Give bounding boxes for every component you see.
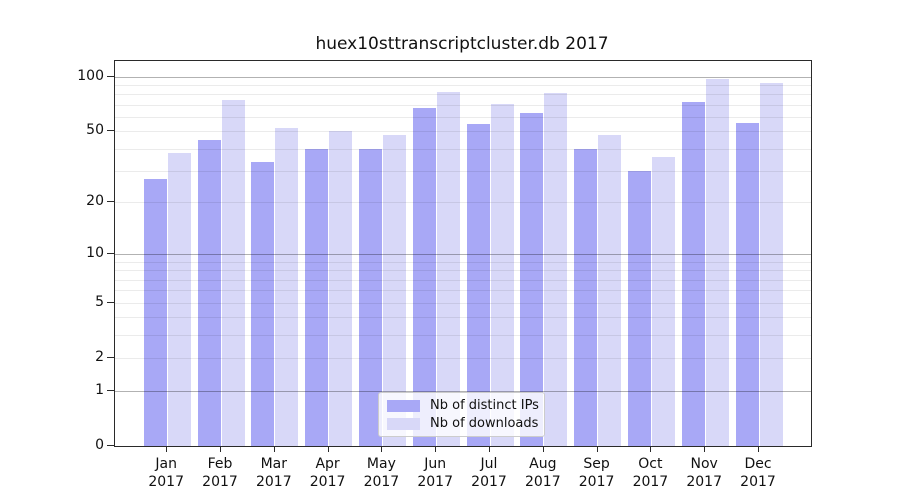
- gridline-major-100: [115, 76, 811, 78]
- bar-downloads-dec: [759, 82, 783, 446]
- legend: Nb of distinct IPs Nb of downloads: [378, 392, 545, 437]
- x-tick-mark-nov: [704, 446, 706, 452]
- y-tick-label-0: 0: [95, 437, 104, 453]
- x-tick-mark-mar: [273, 446, 275, 452]
- x-tick-mark-sep: [596, 446, 598, 452]
- x-tick-label-jan: Jan 2017: [148, 456, 184, 490]
- y-tick-mark-2: [107, 357, 114, 359]
- legend-swatch-downloads: [387, 417, 420, 430]
- y-tick-mark-20: [107, 201, 114, 203]
- x-tick-mark-jul: [489, 446, 490, 452]
- y-tick-mark-0: [107, 445, 114, 446]
- y-tick-label-50: 50: [86, 122, 104, 139]
- plot-area: [114, 60, 812, 447]
- y-tick-mark-50: [107, 130, 114, 132]
- y-tick-mark-1: [107, 389, 114, 391]
- bar-distinct-ips-dec: [735, 122, 759, 446]
- y-tick-mark-5: [107, 301, 114, 303]
- bar-distinct-ips-apr: [305, 148, 329, 446]
- y-tick-label-1: 1: [95, 381, 104, 398]
- bar-distinct-ips-jun: [412, 108, 436, 446]
- bar-downloads-may: [382, 134, 406, 446]
- y-tick-label-20: 20: [86, 193, 104, 210]
- bar-distinct-ips-oct: [627, 171, 651, 446]
- bar-downloads-feb: [221, 99, 245, 446]
- chart-title: huex10sttranscriptcluster.db 2017: [315, 34, 609, 54]
- bar-downloads-sep: [598, 134, 622, 446]
- x-tick-label-mar: Mar 2017: [255, 456, 292, 490]
- y-tick-label-10: 10: [86, 245, 104, 262]
- x-tick-mark-dec: [758, 446, 759, 452]
- x-tick-label-dec: Dec 2017: [740, 456, 776, 490]
- y-tick-label-2: 2: [95, 349, 104, 366]
- bar-distinct-ips-jul: [466, 124, 490, 446]
- legend-item-distinct-ips: Nb of distinct IPs: [385, 398, 539, 413]
- x-tick-mark-jan: [166, 446, 168, 452]
- x-tick-label-apr: Apr 2017: [309, 456, 346, 490]
- bar-downloads-jul: [490, 103, 514, 446]
- x-tick-label-aug: Aug 2017: [524, 456, 561, 490]
- y-tick-mark-100: [107, 75, 114, 77]
- x-tick-mark-may: [381, 446, 383, 452]
- bar-downloads-oct: [651, 157, 675, 446]
- x-tick-mark-jun: [435, 446, 437, 452]
- bar-distinct-ips-mar: [251, 161, 275, 446]
- x-tick-mark-aug: [542, 446, 544, 452]
- bar-downloads-aug: [544, 92, 568, 446]
- bar-downloads-jun: [436, 91, 460, 446]
- bar-downloads-apr: [329, 131, 353, 446]
- legend-label-distinct-ips: Nb of distinct IPs: [430, 398, 539, 413]
- legend-label-downloads: Nb of downloads: [430, 416, 539, 431]
- legend-item-downloads: Nb of downloads: [385, 416, 538, 431]
- x-tick-label-nov: Nov 2017: [686, 456, 722, 490]
- bar-distinct-ips-may: [358, 148, 382, 446]
- bar-distinct-ips-nov: [681, 101, 705, 446]
- bar-distinct-ips-jan: [143, 179, 167, 446]
- x-tick-label-sep: Sep 2017: [578, 456, 615, 490]
- x-tick-mark-oct: [650, 446, 652, 452]
- legend-swatch-distinct-ips: [387, 399, 420, 412]
- bar-distinct-ips-feb: [197, 139, 221, 446]
- bar-downloads-jan: [167, 152, 191, 446]
- bar-downloads-nov: [705, 79, 729, 446]
- y-tick-mark-10: [107, 253, 114, 255]
- x-tick-label-jul: Jul 2017: [471, 456, 507, 490]
- y-tick-label-100: 100: [77, 67, 104, 84]
- x-tick-label-jun: Jun 2017: [417, 456, 453, 490]
- x-tick-label-oct: Oct 2017: [632, 456, 669, 490]
- bar-distinct-ips-sep: [574, 148, 598, 446]
- x-tick-label-may: May 2017: [363, 456, 400, 490]
- y-tick-label-5: 5: [95, 293, 104, 310]
- bar-distinct-ips-aug: [520, 113, 544, 446]
- x-tick-mark-apr: [327, 446, 329, 452]
- x-tick-label-feb: Feb 2017: [202, 456, 238, 490]
- bar-downloads-mar: [275, 128, 299, 446]
- x-tick-mark-feb: [220, 446, 221, 452]
